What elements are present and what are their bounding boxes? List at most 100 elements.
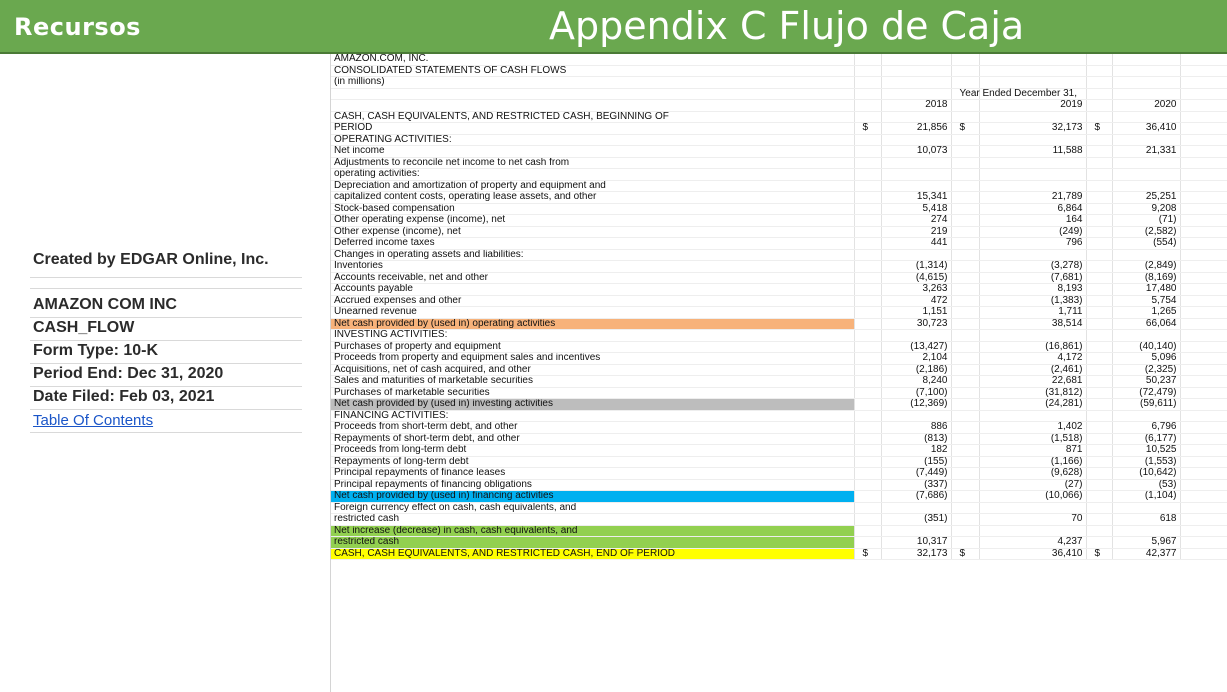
- currency-2020: [1086, 479, 1113, 491]
- currency-2019: [951, 433, 980, 445]
- empty-cell: [1180, 398, 1227, 411]
- value-2018: [881, 168, 952, 181]
- empty-cell: [1180, 513, 1227, 526]
- currency-2018: [854, 88, 882, 100]
- value-2019: (1,383): [979, 295, 1087, 307]
- currency-2019: [951, 226, 980, 238]
- value-2019: 21,789: [979, 191, 1087, 204]
- value-2020: (554): [1112, 237, 1181, 250]
- row-label: Unearned revenue: [331, 306, 855, 319]
- form-type: Form Type: 10-K: [33, 342, 159, 359]
- table-row: restricted cash (351) 70 618: [331, 513, 1227, 526]
- row-label: Accrued expenses and other: [331, 295, 855, 307]
- empty-cell: [1180, 168, 1227, 181]
- table-row: Proceeds from property and equipment sal…: [331, 352, 1227, 365]
- row-label: Principal repayments of finance leases: [331, 467, 855, 480]
- currency-2018: [854, 490, 882, 503]
- currency-2018: [854, 352, 882, 365]
- value-2019: (7,681): [979, 272, 1087, 284]
- table-row: Repayments of short-term debt, and other…: [331, 433, 1227, 445]
- value-2019: [979, 329, 1087, 342]
- empty-cell: [1180, 272, 1227, 284]
- currency-2018: [854, 479, 882, 491]
- empty-cell: [1180, 99, 1227, 112]
- value-2018: [881, 54, 952, 66]
- empty-cell: [1180, 191, 1227, 204]
- table-row: Purchases of marketable securities (7,100…: [331, 387, 1227, 399]
- value-2020: [1112, 525, 1181, 537]
- currency-2018: [854, 410, 882, 422]
- value-2018: (1,314): [881, 260, 952, 273]
- value-2020: 21,331: [1112, 145, 1181, 158]
- table-row: (in millions): [331, 76, 1227, 89]
- empty-cell: [1180, 111, 1227, 123]
- table-row: Accrued expenses and other 472 (1,383) 5,75…: [331, 295, 1227, 307]
- currency-2018: [854, 306, 882, 319]
- currency-2018: [854, 456, 882, 468]
- value-2019: [979, 168, 1087, 181]
- value-2018: (2,186): [881, 364, 952, 376]
- row-label: Net income: [331, 145, 855, 158]
- slide-title: Appendix C Flujo de Caja: [549, 4, 1025, 48]
- value-2020: (8,169): [1112, 272, 1181, 284]
- table-row: Adjustments to reconcile net income to n…: [331, 157, 1227, 169]
- row-label: Purchases of property and equipment: [331, 341, 855, 353]
- value-2018: 274: [881, 214, 952, 227]
- empty-cell: [1180, 375, 1227, 388]
- table-row: Accounts payable 3,263 8,193 17,480: [331, 283, 1227, 296]
- value-2020: (59,611): [1112, 398, 1181, 411]
- empty-cell: [1180, 525, 1227, 537]
- empty-cell: [1180, 536, 1227, 549]
- currency-2018: [854, 318, 882, 330]
- table-row: Net cash provided by (used in) investing…: [331, 398, 1227, 411]
- table-row: INVESTING ACTIVITIES:: [331, 329, 1227, 342]
- value-2018: 441: [881, 237, 952, 250]
- currency-2019: [951, 191, 980, 204]
- value-2020: 5,754: [1112, 295, 1181, 307]
- empty-cell: [1180, 318, 1227, 330]
- currency-2019: [951, 180, 980, 192]
- value-2019: [979, 502, 1087, 514]
- value-2018: (7,100): [881, 387, 952, 399]
- cash-flow-table: AMAZON.COM, INC. CONSOLIDATED STATEMENTS …: [331, 54, 1227, 560]
- table-of-contents-link[interactable]: Table Of Contents: [33, 412, 154, 429]
- currency-2020: $: [1086, 548, 1113, 560]
- currency-2018: [854, 502, 882, 514]
- table-row: 2018 2019 2020: [331, 99, 1227, 112]
- value-2019: (9,628): [979, 467, 1087, 480]
- empty-cell: [1180, 249, 1227, 261]
- value-2018: (13,427): [881, 341, 952, 353]
- currency-2018: [854, 387, 882, 399]
- value-2018: [881, 111, 952, 123]
- currency-2020: [1086, 237, 1113, 250]
- row-label: Deferred income taxes: [331, 237, 855, 250]
- value-2020: (1,104): [1112, 490, 1181, 503]
- period-end: Period End: Dec 31, 2020: [33, 365, 224, 382]
- currency-2020: [1086, 88, 1113, 100]
- row-label: Sales and maturities of marketable secur…: [331, 375, 855, 388]
- currency-2018: [854, 513, 882, 526]
- value-2019: 164: [979, 214, 1087, 227]
- table-row: Net cash provided by (used in) operating…: [331, 318, 1227, 330]
- value-2018: 2018: [881, 99, 952, 112]
- row-label: Acquisitions, net of cash acquired, and …: [331, 364, 855, 376]
- currency-2018: [854, 76, 882, 89]
- value-2018: [881, 88, 952, 100]
- empty-cell: [1180, 134, 1227, 146]
- empty-cell: [1180, 283, 1227, 296]
- currency-2020: [1086, 502, 1113, 514]
- value-2019: 871: [979, 444, 1087, 457]
- empty-cell: [1180, 76, 1227, 89]
- empty-cell: [1180, 444, 1227, 457]
- value-2020: 66,064: [1112, 318, 1181, 330]
- value-2019: [979, 525, 1087, 537]
- currency-2018: [854, 433, 882, 445]
- value-2019: 38,514: [979, 318, 1087, 330]
- value-2018: 472: [881, 295, 952, 307]
- created-by-label: Created by EDGAR Online, Inc.: [33, 251, 269, 268]
- value-2020: (71): [1112, 214, 1181, 227]
- value-2018: 10,317: [881, 536, 952, 549]
- value-2018: [881, 157, 952, 169]
- divider: [30, 288, 302, 289]
- empty-cell: [1180, 65, 1227, 77]
